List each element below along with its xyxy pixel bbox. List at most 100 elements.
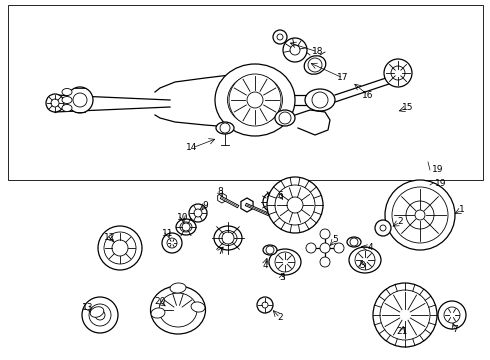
Ellipse shape <box>215 64 295 136</box>
Text: 13: 13 <box>82 303 94 312</box>
Circle shape <box>385 180 455 250</box>
Circle shape <box>267 177 323 233</box>
Circle shape <box>312 92 328 108</box>
Text: 19: 19 <box>435 179 446 188</box>
Circle shape <box>308 58 322 72</box>
Circle shape <box>380 225 386 231</box>
Circle shape <box>257 297 273 313</box>
Circle shape <box>444 307 460 323</box>
Ellipse shape <box>191 302 205 312</box>
Circle shape <box>320 243 330 253</box>
Circle shape <box>320 229 330 239</box>
Circle shape <box>98 226 142 270</box>
Circle shape <box>279 112 291 124</box>
Text: 16: 16 <box>362 90 374 99</box>
Circle shape <box>162 233 182 253</box>
Text: 3: 3 <box>279 274 285 283</box>
Text: 10: 10 <box>177 213 189 222</box>
Ellipse shape <box>349 247 381 273</box>
Polygon shape <box>241 198 253 212</box>
Ellipse shape <box>219 230 237 246</box>
Circle shape <box>415 210 425 220</box>
Text: 7: 7 <box>452 325 458 334</box>
Circle shape <box>273 30 287 44</box>
Ellipse shape <box>305 89 335 111</box>
Text: 17: 17 <box>337 73 349 82</box>
Ellipse shape <box>159 293 197 327</box>
Ellipse shape <box>304 56 326 74</box>
Circle shape <box>350 238 358 246</box>
Circle shape <box>104 232 136 264</box>
Circle shape <box>182 223 190 231</box>
Text: 14: 14 <box>186 144 197 153</box>
Circle shape <box>194 209 202 217</box>
Circle shape <box>220 123 230 133</box>
Ellipse shape <box>347 237 361 247</box>
Text: 2: 2 <box>277 314 283 323</box>
Circle shape <box>392 187 448 243</box>
Ellipse shape <box>275 110 295 126</box>
Circle shape <box>375 220 391 236</box>
Circle shape <box>373 283 437 347</box>
Circle shape <box>262 302 268 308</box>
Ellipse shape <box>227 75 283 125</box>
Circle shape <box>275 185 315 225</box>
Bar <box>8 5 483 180</box>
Text: 18: 18 <box>312 48 324 57</box>
Circle shape <box>306 243 316 253</box>
Text: 20: 20 <box>154 297 166 306</box>
Text: 2: 2 <box>397 217 403 226</box>
Circle shape <box>51 99 59 107</box>
Circle shape <box>391 66 405 80</box>
Ellipse shape <box>62 104 72 112</box>
Circle shape <box>355 250 375 270</box>
Circle shape <box>384 59 412 87</box>
Text: 1: 1 <box>459 206 465 215</box>
Ellipse shape <box>170 283 186 293</box>
Text: 8: 8 <box>217 188 223 197</box>
Text: 5: 5 <box>332 235 338 244</box>
Circle shape <box>112 240 128 256</box>
Ellipse shape <box>269 249 301 275</box>
Circle shape <box>438 301 466 329</box>
Text: 12: 12 <box>104 234 116 243</box>
Circle shape <box>290 45 300 55</box>
Circle shape <box>95 310 105 320</box>
Text: 7: 7 <box>217 248 223 256</box>
Text: 6: 6 <box>277 192 283 201</box>
Circle shape <box>229 74 281 126</box>
Circle shape <box>167 238 177 248</box>
Circle shape <box>275 252 295 272</box>
Circle shape <box>277 34 283 40</box>
Text: 9: 9 <box>202 201 208 210</box>
Text: 3: 3 <box>359 261 365 270</box>
Circle shape <box>189 204 207 222</box>
Ellipse shape <box>151 308 165 318</box>
Text: 21: 21 <box>396 328 408 337</box>
Text: 4: 4 <box>367 243 373 252</box>
Circle shape <box>67 87 93 113</box>
Circle shape <box>320 257 330 267</box>
Text: 4: 4 <box>262 261 268 270</box>
Ellipse shape <box>62 96 72 104</box>
Ellipse shape <box>214 226 242 250</box>
Ellipse shape <box>150 286 205 334</box>
Circle shape <box>287 197 303 213</box>
Ellipse shape <box>263 245 277 255</box>
Circle shape <box>82 297 118 333</box>
Circle shape <box>380 290 430 340</box>
Text: 19: 19 <box>432 166 443 175</box>
Circle shape <box>283 38 307 62</box>
Ellipse shape <box>180 222 192 232</box>
Circle shape <box>334 243 344 253</box>
Circle shape <box>46 94 64 112</box>
Circle shape <box>73 93 87 107</box>
Circle shape <box>222 232 234 244</box>
Text: 11: 11 <box>162 230 174 238</box>
Circle shape <box>263 192 283 212</box>
Polygon shape <box>218 193 226 203</box>
Text: 15: 15 <box>402 104 414 112</box>
Circle shape <box>266 246 274 254</box>
Ellipse shape <box>216 122 234 134</box>
Ellipse shape <box>90 307 104 317</box>
